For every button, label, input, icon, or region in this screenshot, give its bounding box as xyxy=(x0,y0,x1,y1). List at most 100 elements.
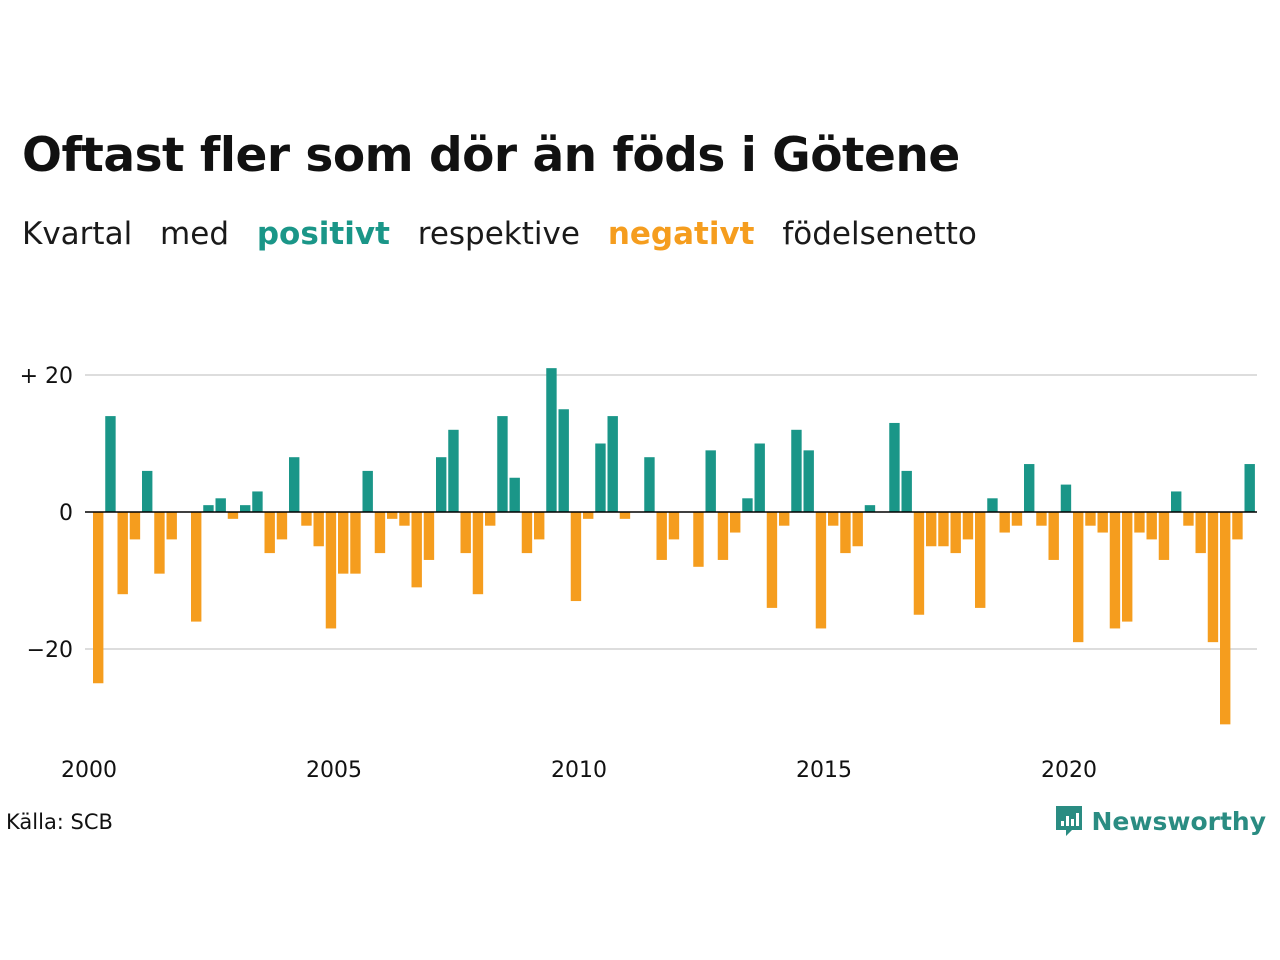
bar-chart: + 20 0 −20 2000 2005 2010 2015 2020 xyxy=(20,364,1257,783)
bar xyxy=(105,416,116,512)
bar xyxy=(938,512,949,547)
bar xyxy=(374,512,386,554)
bar xyxy=(1122,512,1133,622)
bar xyxy=(1036,512,1047,526)
bar xyxy=(142,470,153,512)
bar xyxy=(840,512,851,554)
bar xyxy=(399,512,410,526)
bar xyxy=(1024,464,1035,512)
bar xyxy=(1109,512,1121,629)
bar xyxy=(276,512,288,540)
bar xyxy=(1158,512,1170,560)
bar xyxy=(325,512,337,629)
bar xyxy=(1244,464,1255,512)
bar xyxy=(411,512,422,588)
subtitle-part-respektive: respektive xyxy=(417,216,580,252)
bar xyxy=(534,512,545,540)
bar xyxy=(975,512,986,608)
bar xyxy=(583,512,594,519)
bar xyxy=(705,450,716,512)
bar xyxy=(521,512,533,554)
bar xyxy=(950,512,961,554)
bar xyxy=(313,512,324,547)
source-note: Källa: SCB xyxy=(6,810,113,834)
chart-title: Oftast fler som dör än föds i Götene xyxy=(22,128,960,183)
y-tick-label: 0 xyxy=(59,501,73,526)
bar xyxy=(546,368,557,512)
bar xyxy=(558,409,569,512)
brand-name: Newsworthy xyxy=(1091,806,1267,836)
bar xyxy=(815,512,827,629)
bar xyxy=(852,512,863,547)
bar xyxy=(1232,512,1243,540)
bar xyxy=(913,512,925,615)
bar xyxy=(766,512,778,608)
bar xyxy=(1134,512,1145,533)
bar xyxy=(1073,512,1084,643)
bar xyxy=(252,491,263,512)
bar xyxy=(301,512,312,526)
bar xyxy=(289,457,300,512)
bar xyxy=(717,512,729,560)
bar xyxy=(668,512,680,540)
y-tick-label: + 20 xyxy=(20,364,73,389)
bar xyxy=(742,498,753,512)
bar xyxy=(448,429,459,512)
bar xyxy=(864,505,876,512)
bar xyxy=(472,512,484,595)
bar xyxy=(901,470,912,512)
bar xyxy=(1085,512,1096,526)
bar xyxy=(227,512,239,519)
bar xyxy=(693,512,704,567)
bar xyxy=(215,498,226,512)
brand-logo: Newsworthy xyxy=(1054,804,1267,838)
bar xyxy=(889,422,900,512)
bar xyxy=(1207,512,1219,643)
bar xyxy=(1183,512,1194,526)
chart-subtitle: Kvartal med positivt respektive negativt… xyxy=(22,216,995,252)
bar xyxy=(607,416,618,512)
bar xyxy=(264,512,275,554)
bar xyxy=(754,443,765,512)
bar xyxy=(656,512,667,560)
bar xyxy=(1048,512,1059,560)
bar xyxy=(570,512,582,602)
bar xyxy=(166,512,177,540)
newsworthy-logo-icon xyxy=(1055,806,1082,836)
subtitle-part-kvartal: Kvartal xyxy=(22,216,133,252)
bar xyxy=(387,512,398,519)
bar xyxy=(191,512,202,622)
bar xyxy=(987,498,998,512)
bar xyxy=(1060,484,1072,512)
bar xyxy=(999,512,1010,533)
bar xyxy=(117,512,128,595)
bar xyxy=(350,512,361,574)
y-tick-label: −20 xyxy=(27,638,73,663)
bar xyxy=(203,505,214,512)
bar xyxy=(962,512,974,540)
bar xyxy=(1011,512,1023,526)
bar xyxy=(460,512,471,554)
subtitle-positive-word: positivt xyxy=(256,216,390,252)
bar xyxy=(730,512,741,533)
x-tick-label: 2005 xyxy=(306,758,362,783)
subtitle-part-med: med xyxy=(160,216,229,252)
bar xyxy=(828,512,839,526)
bar xyxy=(129,512,141,540)
bar xyxy=(619,512,631,519)
bar xyxy=(1195,512,1206,554)
bar xyxy=(779,512,790,526)
bar xyxy=(1146,512,1157,540)
bar xyxy=(338,512,349,574)
x-tick-label: 2020 xyxy=(1041,758,1097,783)
bar xyxy=(485,512,496,526)
x-tick-label: 2010 xyxy=(551,758,607,783)
bar xyxy=(423,512,435,560)
bar xyxy=(509,477,520,512)
subtitle-negative-word: negativt xyxy=(607,216,755,252)
bar xyxy=(240,505,251,512)
bar xyxy=(595,443,606,512)
bar xyxy=(803,450,814,512)
bar xyxy=(362,470,373,512)
subtitle-part-fodelsenetto: födelsenetto xyxy=(782,216,977,252)
